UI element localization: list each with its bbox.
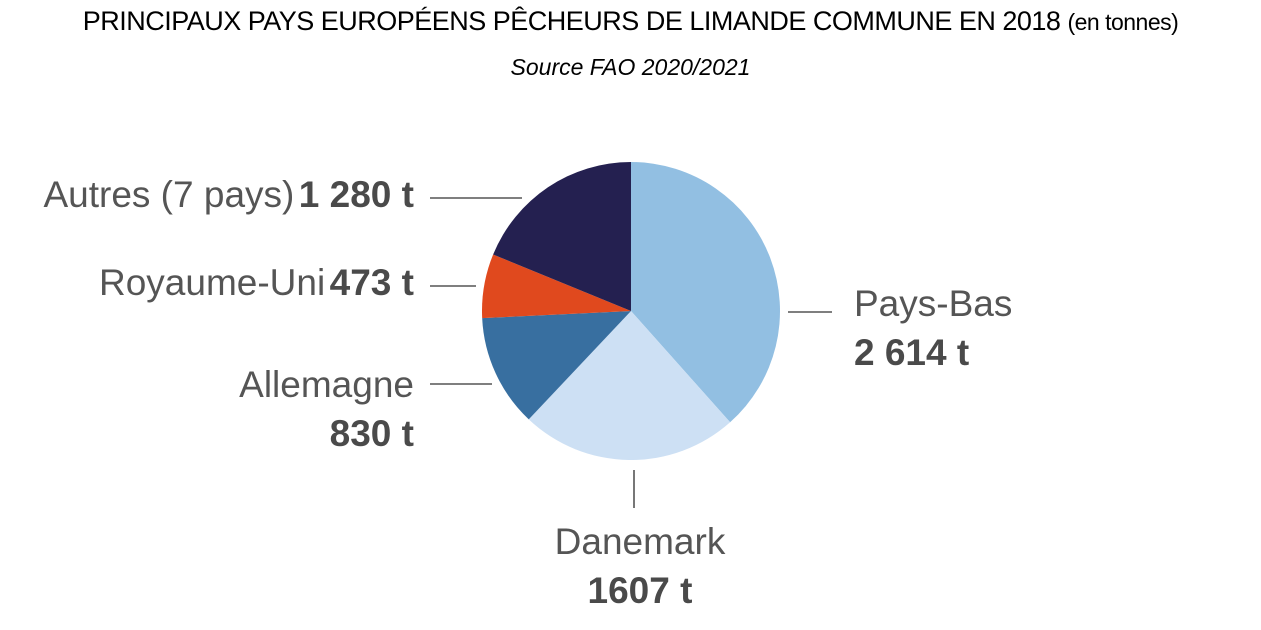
chart-title-main: PRINCIPAUX PAYS EUROPÉENS PÊCHEURS DE LI… [82,6,1061,36]
pie-slice-allemagne [482,311,631,420]
pie-slice-autres-7-pays [493,162,631,311]
pie-slice-pays-bas [631,162,781,423]
slice-label-danemark: Danemark [555,521,726,562]
slice-value-royaume-uni: 473 t [330,262,414,303]
slice-value-pays-bas: 2 614 t [854,332,969,373]
leader-lines [430,197,832,508]
chart-title: PRINCIPAUX PAYS EUROPÉENS PÊCHEURS DE LI… [0,6,1261,37]
slice-label-pays-bas: Pays-Bas [854,283,1012,324]
slice-label-royaume-uni: Royaume-Uni [99,262,325,303]
pie-slice-royaume-uni [481,254,631,319]
pie-slices [481,162,781,461]
slice-label-autres: Autres (7 pays) [43,174,294,215]
slice-label-row-autres: Autres (7 pays) 1 280 t [43,174,414,215]
slice-label-allemagne: Allemagne [239,364,414,405]
slice-label-row-royaume-uni: Royaume-Uni 473 t [99,262,414,303]
slice-value-danemark: 1607 t [588,570,693,611]
slice-value-allemagne: 830 t [330,413,414,454]
chart-source: Source FAO 2020/2021 [510,54,751,80]
chart-title-unit: (en tonnes) [1067,9,1179,35]
pie-slice-danemark [528,311,731,461]
slice-value-autres: 1 280 t [299,174,414,215]
